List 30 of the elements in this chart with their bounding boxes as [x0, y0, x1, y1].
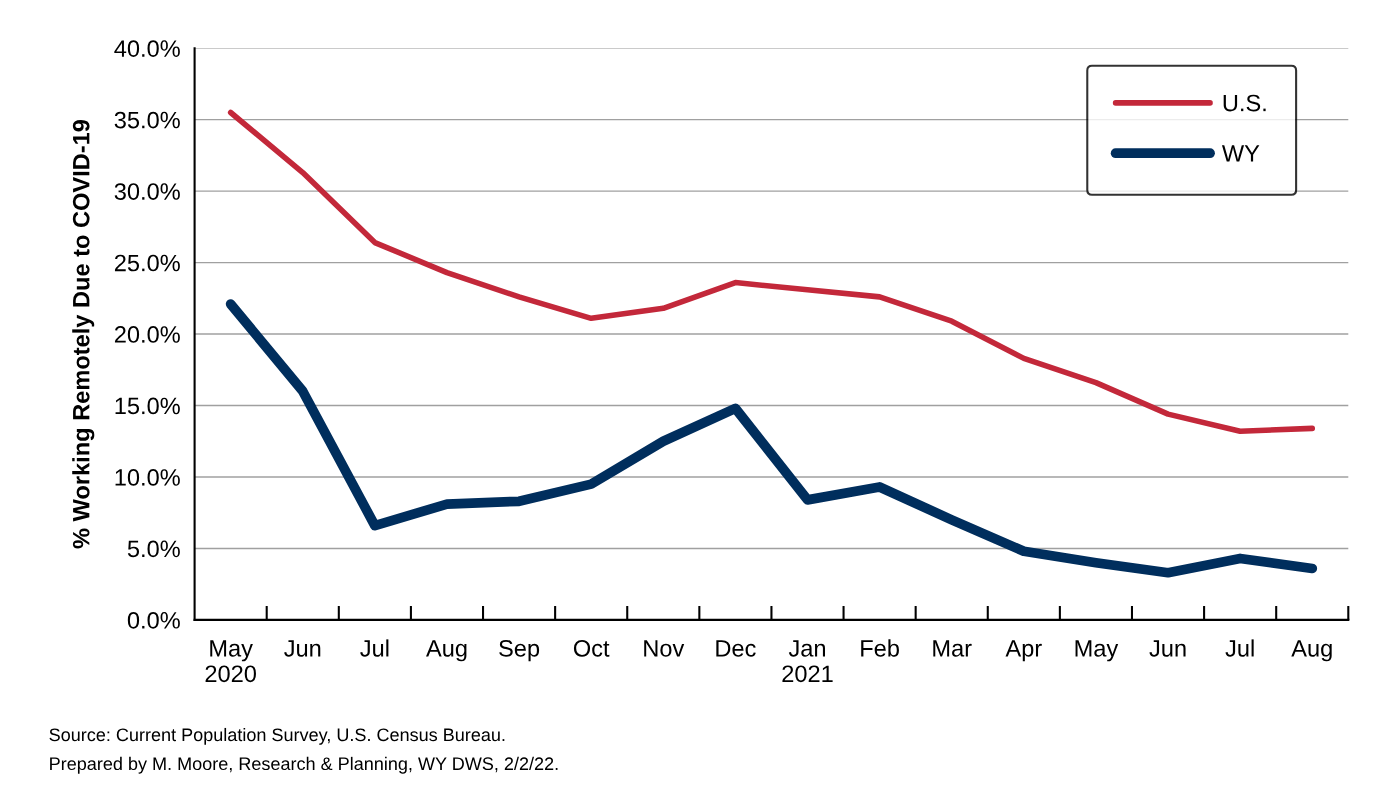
x-tick-label: Jul — [360, 639, 389, 657]
x-tick-label: Jun — [1149, 640, 1186, 657]
x-tick-label: Oct — [573, 639, 610, 657]
x-tick-label: Nov — [644, 640, 685, 657]
x-tick-label: Dec — [716, 640, 756, 657]
y-tick-label: 15.0% — [115, 397, 180, 415]
text: Prepared by M. Moore, Research & Planning, WY DWS, 2/2/22. — [50, 756, 558, 774]
x-tick-label: Apr — [1005, 640, 1042, 662]
x-tick-label: Mar — [933, 640, 972, 657]
y-tick-label: 40.0% — [114, 40, 180, 57]
x-tick-label: Jun — [284, 640, 321, 657]
y-tick-label: 0.0% — [127, 611, 180, 629]
y-tick-label: 35.0% — [114, 111, 180, 129]
y-tick-label: 25.0% — [114, 254, 180, 272]
legend-label: U.S. — [1223, 94, 1266, 112]
legend-label: WY — [1221, 145, 1260, 162]
x-tick-label: May — [1075, 640, 1119, 662]
y-tick-label: 20.0% — [114, 326, 180, 343]
y-tick-label: 10.0% — [115, 469, 180, 486]
x-tick-label: Aug — [426, 640, 467, 662]
x-tick-label: May 2020 — [205, 640, 256, 683]
x-tick-label: Sep — [499, 639, 540, 662]
y-tick-label: 5.0% — [127, 540, 180, 558]
source-note: Source: Current Population Survey, U.S. Census Bureau. — [49, 727, 505, 745]
x-tick-label: Jul — [1225, 639, 1254, 657]
x-tick-label: Jan 2021 — [782, 640, 833, 683]
x-tick-label: Aug — [1291, 640, 1332, 662]
y-tick-label: 30.0% — [114, 183, 180, 200]
x-tick-label: Feb — [861, 639, 899, 657]
y-axis-title: % Working Remotely Due to COVID-19 — [72, 119, 95, 549]
